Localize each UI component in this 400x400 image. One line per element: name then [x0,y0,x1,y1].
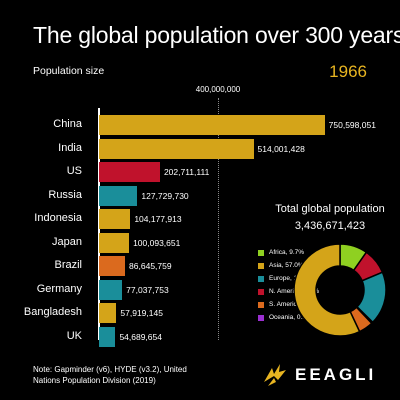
chart-title: The global population over 300 years [33,22,400,48]
donut-slice [293,243,361,337]
legend-label: Africa, 9.7% [269,249,305,256]
x-tick-gridline [218,98,219,340]
category-label: Brazil [54,259,82,271]
year-label: 1966 [329,62,367,81]
value-label: 202,711,111 [163,167,210,177]
value-label: 514,001,428 [257,143,305,154]
bar [99,162,160,182]
brand-name: EEAGLI [295,365,377,384]
bar [99,279,123,300]
category-label: Germany [36,282,82,295]
bar-row: Indonesia 104,177,913 [0,208,400,231]
legend-swatch [258,289,264,295]
legend-label: Europe, 18.7% [269,275,313,282]
legend-label: Asia, 57.0% [269,262,304,269]
legend-swatch [258,315,264,321]
brand-logo: EEAGLI [262,362,382,388]
category-label: US [66,165,82,177]
eagle-icon [264,364,286,386]
bar-row: Bangladesh 57,919,145 [0,302,400,325]
category-label: Bangladesh [23,306,82,318]
category-label: UK [66,329,82,342]
value-label: 127,729,730 [141,190,189,201]
value-label: 100,093,651 [133,237,181,248]
value-label: 86,645,759 [129,261,172,271]
category-label: India [58,141,82,154]
legend-label: S. America, 5.1% [269,301,319,308]
bar-row: Brazil 86,645,759 [0,255,400,278]
bar-row: China 750,598,051 [0,114,400,137]
bar-row: US 202,711,111 [0,161,400,184]
total-population-label: Total global population [275,203,385,215]
bar-row: India 514,001,428 [0,138,400,161]
category-label: Indonesia [34,212,82,224]
bar [99,115,325,135]
bar-row: UK 54,689,654 [0,326,400,349]
legend-swatch [258,276,264,282]
bar [99,138,254,159]
category-label: China [53,118,82,130]
bar-row: Germany 77,037,753 [0,279,400,302]
bar-row: Japan 100,093,651 [0,232,400,255]
legend-swatch [258,302,264,308]
value-label: 750,598,051 [328,120,376,130]
region-donut-chart [293,243,387,337]
bar [99,209,131,229]
bar [99,232,130,253]
value-label: 104,177,913 [134,214,182,224]
bar [99,303,117,323]
value-label: 77,037,753 [126,284,169,295]
legend-label: Oceania, 0.5% [269,314,312,321]
bar [99,256,126,276]
value-label: 54,689,654 [119,331,162,342]
axis-subtitle: Population size [33,65,105,77]
total-population-value: 3,436,671,423 [294,220,366,232]
x-tick-label: 400,000,000 [195,85,241,94]
bar [99,326,116,347]
value-label: 57,919,145 [120,308,163,318]
legend-swatch [258,263,264,269]
category-label: Russia [48,188,82,201]
legend-swatch [258,250,264,256]
bar-row: Russia 127,729,730 [0,185,400,208]
bar [99,185,138,206]
source-note: Note: Gapminder (v6), HYDE (v3.2), Unite… [33,365,187,385]
category-label: Japan [52,235,82,248]
